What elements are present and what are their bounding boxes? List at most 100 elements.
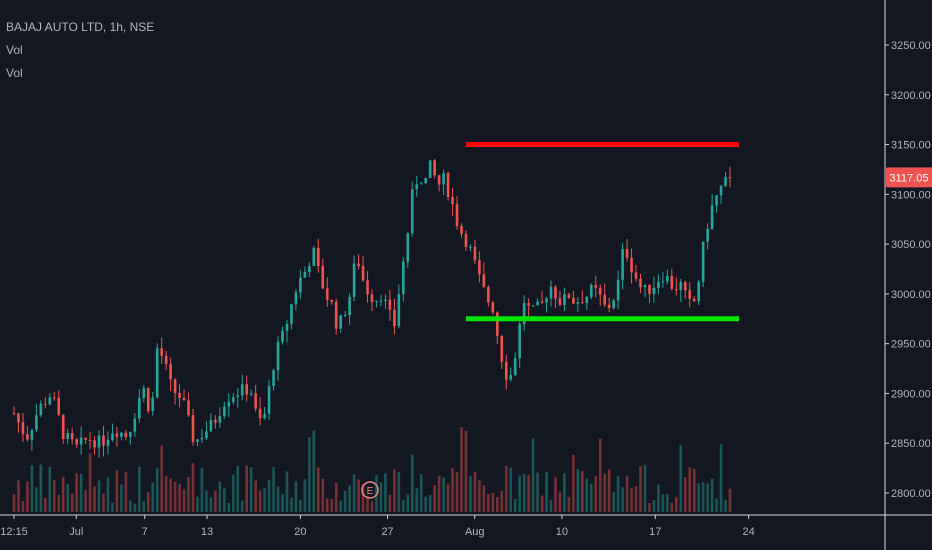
- legend-volume-2[interactable]: Vol: [6, 66, 23, 80]
- volume-bar: [630, 487, 633, 512]
- volume-bar: [616, 476, 620, 512]
- volume-bar: [57, 495, 61, 512]
- volume-bar: [576, 469, 580, 512]
- candle-body: [218, 416, 222, 423]
- volume-bar: [231, 474, 235, 512]
- candle-body: [66, 432, 69, 440]
- volume-bar: [39, 464, 43, 512]
- volume-bar: [478, 480, 481, 512]
- candle-body: [160, 348, 163, 356]
- volume-bar: [48, 466, 52, 512]
- candle-body: [57, 397, 61, 415]
- candle-body: [164, 355, 168, 365]
- candle-body: [482, 274, 486, 287]
- candle-body: [415, 184, 419, 190]
- candle-body: [111, 433, 114, 440]
- volume-bar: [500, 490, 504, 512]
- volume-bar: [245, 465, 248, 512]
- volume-bar: [518, 475, 521, 512]
- volume-bar: [26, 481, 29, 512]
- candle-body: [321, 266, 325, 289]
- candle-body: [478, 260, 481, 275]
- candle-body: [214, 420, 217, 423]
- volume-bar: [424, 496, 427, 512]
- chart-markers[interactable]: 3117.05 E: [361, 167, 932, 499]
- candle-body: [683, 282, 687, 291]
- candle-body: [419, 183, 423, 185]
- volume-bar: [200, 467, 204, 512]
- candle-body: [540, 301, 544, 303]
- volume-bar: [719, 444, 723, 512]
- volume-bar: [285, 471, 289, 512]
- volume-bar: [115, 470, 119, 512]
- candle-body: [428, 160, 432, 178]
- candle-body: [433, 160, 436, 176]
- candle-body: [21, 422, 25, 435]
- volume-bar: [536, 472, 539, 512]
- volume-bar: [675, 496, 678, 512]
- candle-body: [625, 249, 629, 258]
- volume-bar: [366, 495, 369, 512]
- candle-body: [61, 414, 65, 440]
- candle-body: [522, 303, 526, 324]
- price-axis[interactable]: 3250.00 3200.00 3150.00 3100.00 3050.00 3000.…: [884, 0, 931, 550]
- candle-body: [643, 284, 647, 288]
- volume-bar: [437, 475, 441, 512]
- time-tick-label: 12:15: [0, 526, 28, 538]
- volume-bar: [240, 500, 244, 512]
- drawn-lines[interactable]: [466, 142, 739, 322]
- candle-body: [75, 439, 78, 445]
- legend-symbol[interactable]: BAJAJ AUTO LTD, 1h, NSE: [6, 20, 155, 34]
- candle-body: [598, 287, 602, 295]
- legend-volume-1[interactable]: Vol: [6, 43, 23, 57]
- candle-body: [79, 437, 83, 445]
- volume-bar: [710, 478, 714, 512]
- volume-bar: [728, 488, 732, 512]
- volume-bar: [442, 477, 445, 512]
- volume-bar: [666, 494, 669, 512]
- volume-bar: [352, 474, 356, 512]
- price-tick-label: 3050.00: [891, 239, 931, 251]
- candle-body: [393, 309, 396, 327]
- volume-bar: [308, 437, 311, 512]
- volume-bar: [496, 496, 499, 512]
- candle-body: [97, 435, 101, 448]
- candle-body: [576, 302, 580, 304]
- price-tick-label: 3200.00: [891, 90, 931, 102]
- volume-bar: [522, 473, 526, 512]
- candle-body: [728, 177, 732, 179]
- volume-bar: [209, 497, 213, 512]
- candle-body: [325, 288, 329, 300]
- candle-body: [567, 294, 571, 298]
- volume-bar: [527, 474, 530, 512]
- volume-bar: [182, 489, 186, 512]
- volume-bar: [79, 474, 83, 512]
- time-axis[interactable]: 12:15 Jul 7 13 20 27 Aug 10 17 24: [0, 514, 932, 538]
- candle-body: [661, 281, 665, 283]
- volume-bar: [84, 489, 87, 512]
- candle-body: [670, 276, 674, 289]
- candle-body: [106, 439, 110, 446]
- volume-bar: [549, 500, 553, 512]
- candle-body: [715, 195, 718, 206]
- volume-bar: [35, 487, 38, 512]
- candle-body: [173, 379, 177, 394]
- volume-bar: [639, 466, 642, 512]
- volume-bar: [97, 480, 101, 512]
- volume-bar: [397, 472, 401, 512]
- volume-bar: [361, 484, 365, 512]
- candle-body: [500, 335, 504, 362]
- volume-bar: [621, 487, 624, 512]
- candle-body: [630, 257, 633, 273]
- volume-bar: [724, 499, 727, 512]
- candle-body: [124, 432, 128, 438]
- volume-bar: [138, 466, 141, 512]
- volume-bar: [178, 483, 181, 512]
- volume-bar: [625, 475, 629, 512]
- volume-bar: [321, 478, 325, 512]
- volume-bar: [554, 477, 557, 512]
- candle-body: [504, 361, 508, 380]
- candle-body: [509, 375, 513, 380]
- candle-body: [370, 294, 374, 302]
